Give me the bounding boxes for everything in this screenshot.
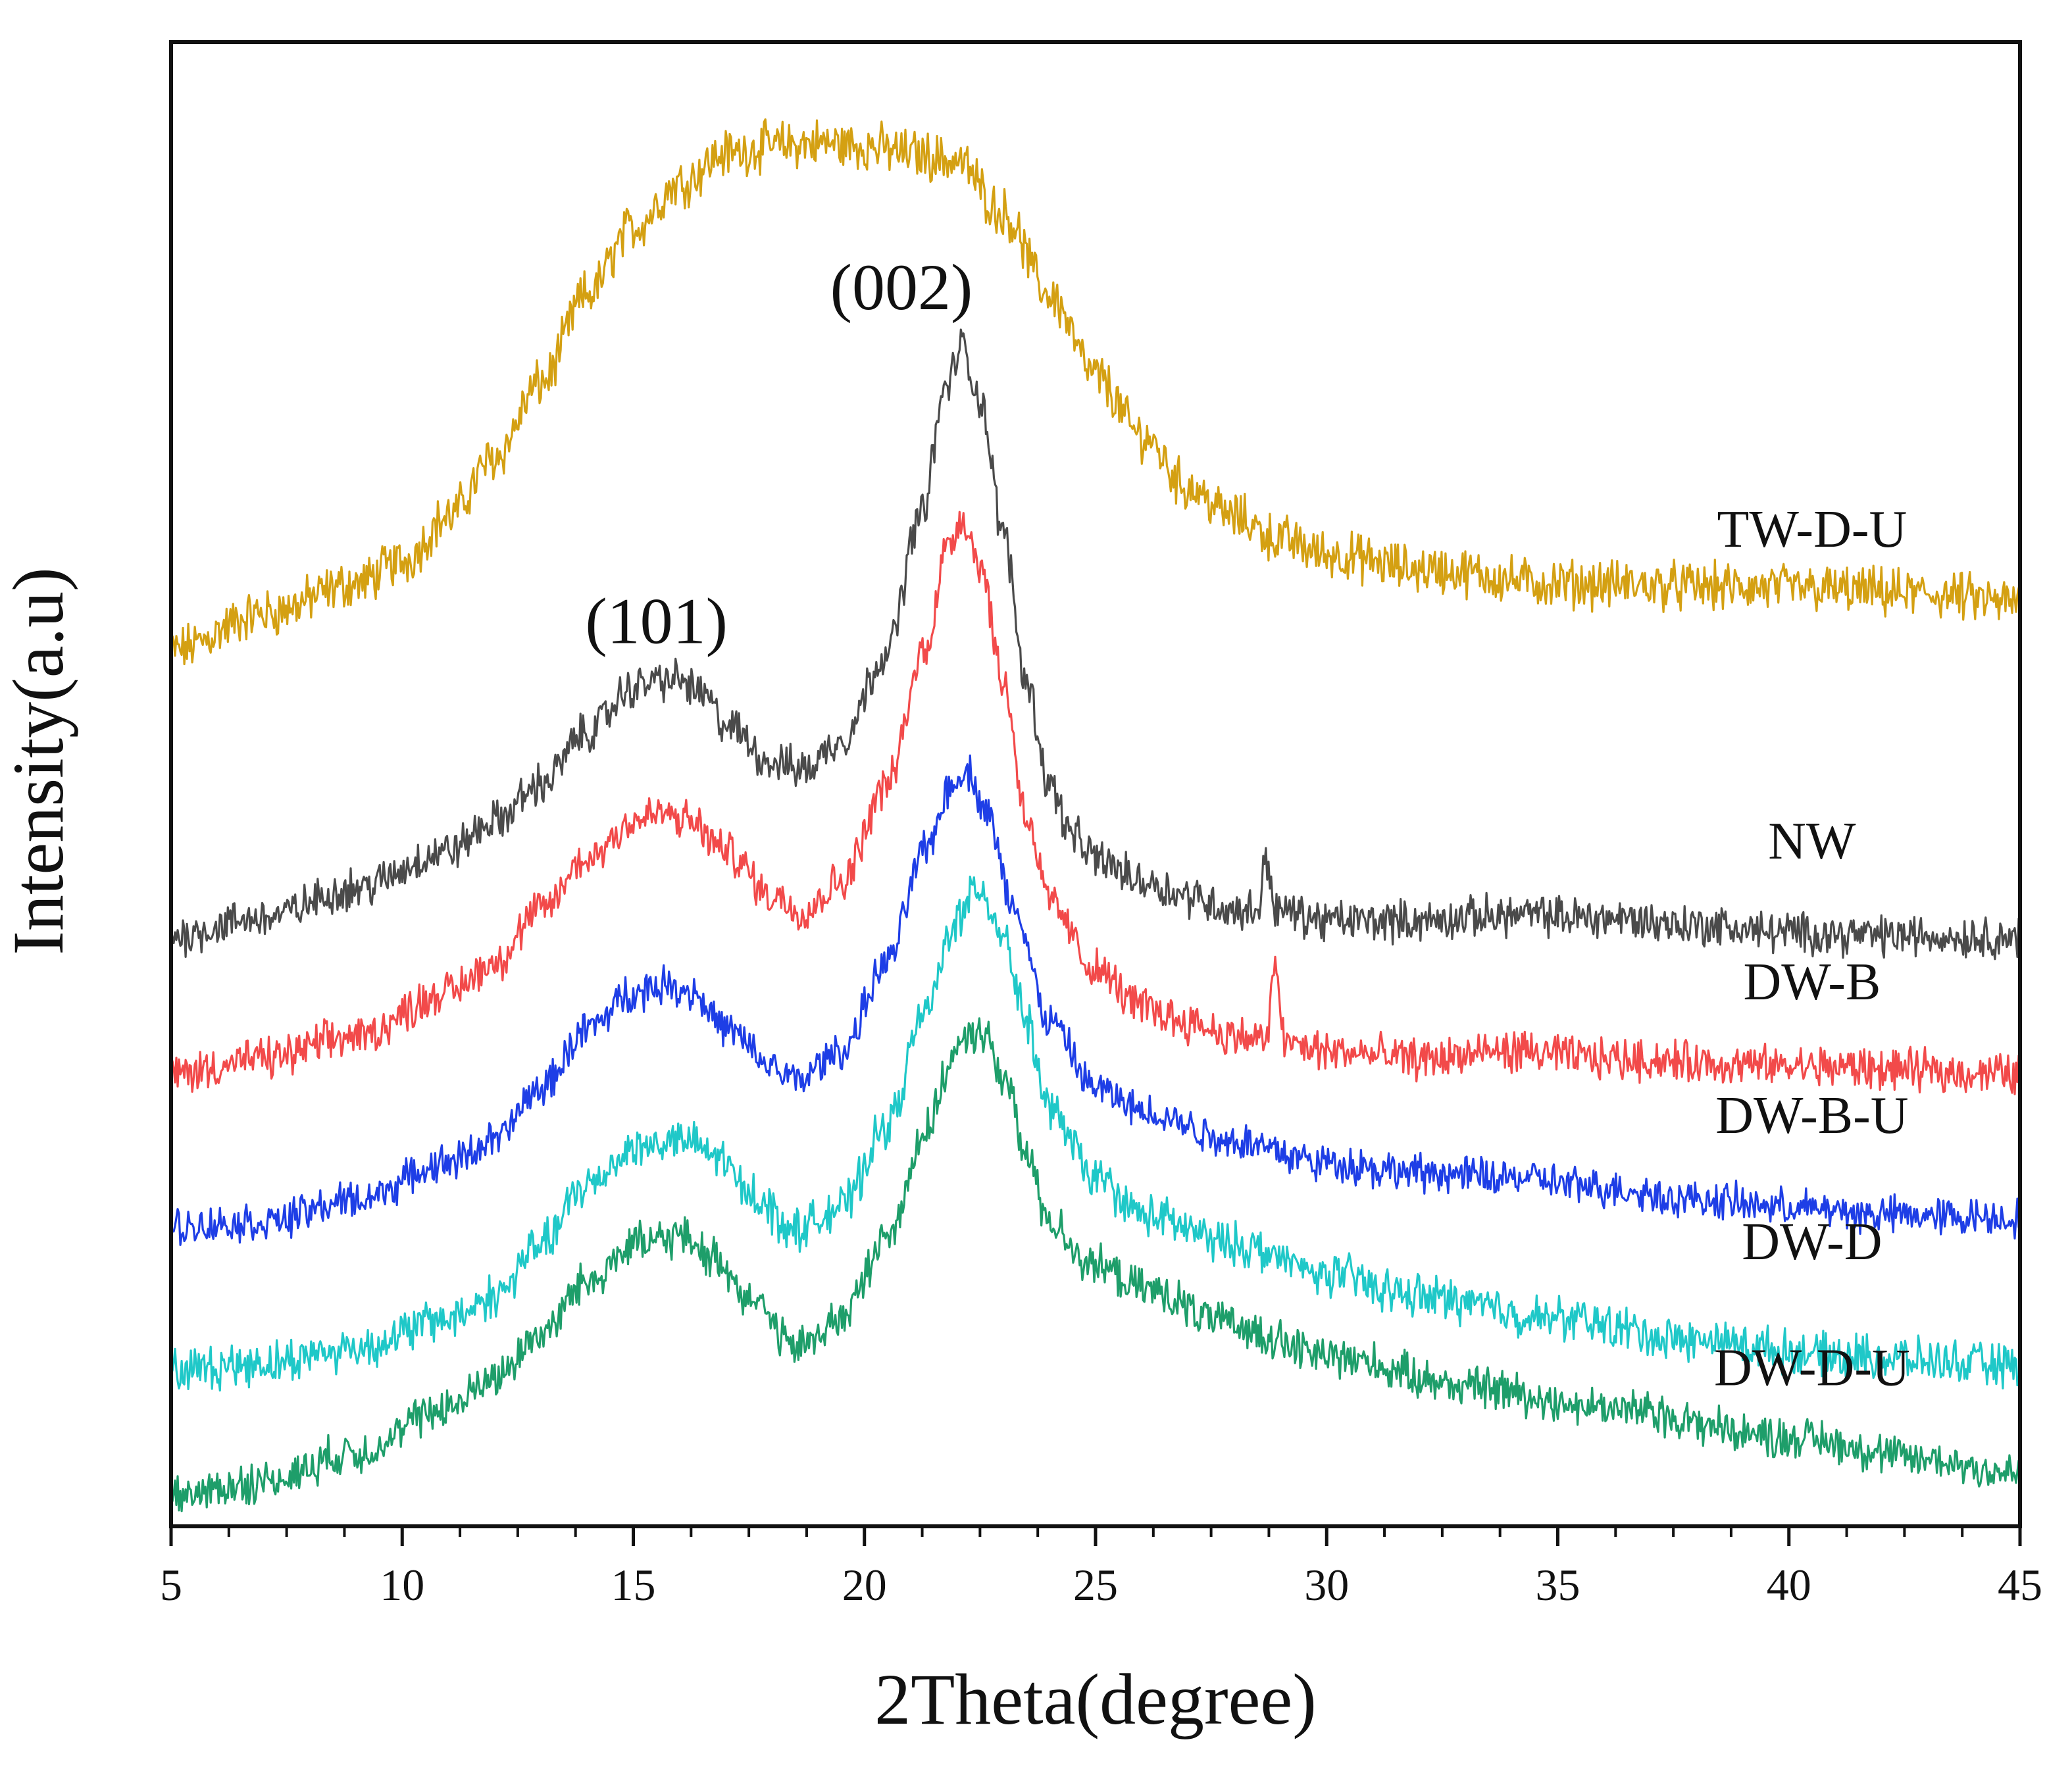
plot-frame xyxy=(169,40,2022,1528)
x-tick-label: 35 xyxy=(1536,1560,1580,1610)
series-line-dw-d xyxy=(170,875,2021,1392)
x-axis-title: 2Theta(degree) xyxy=(874,1659,1317,1739)
ticks-layer: 5 10 15 20 25 30 35 40 45 xyxy=(160,1526,2042,1610)
series-label-dw-b-u: DW-B-U xyxy=(1715,1087,1908,1145)
x-tick-label: 30 xyxy=(1304,1560,1349,1610)
x-tick-label: 20 xyxy=(842,1560,887,1610)
series-label-dw-d-u: DW-D-U xyxy=(1714,1339,1910,1397)
peak-annotation-002: (002) xyxy=(830,251,973,324)
series-line-dw-b-u xyxy=(170,754,2021,1246)
series-layer xyxy=(170,118,2021,1512)
series-line-tw-d-u xyxy=(170,118,2021,666)
series-label-dw-d: DW-D xyxy=(1742,1213,1882,1271)
labels-layer: TW-D-U NW DW-B DW-B-U DW-D DW-D-U (101) (002) xyxy=(585,251,1909,1397)
x-tick-label: 45 xyxy=(1998,1560,2042,1610)
series-line-nw xyxy=(170,328,2021,961)
y-axis-title: Intensity(a.u) xyxy=(0,567,78,955)
series-label-dw-b: DW-B xyxy=(1743,953,1881,1011)
x-tick-label: 25 xyxy=(1073,1560,1118,1610)
x-tick-label: 40 xyxy=(1767,1560,1811,1610)
series-label-tw-d-u: TW-D-U xyxy=(1717,501,1907,559)
x-tick-label: 5 xyxy=(160,1560,182,1610)
x-tick-label: 10 xyxy=(380,1560,424,1610)
x-tick-label: 15 xyxy=(611,1560,656,1610)
series-line-dw-b xyxy=(170,511,2021,1095)
series-line-dw-d-u xyxy=(170,1017,2021,1512)
peak-annotation-101: (101) xyxy=(585,585,728,658)
series-label-nw: NW xyxy=(1768,813,1856,870)
